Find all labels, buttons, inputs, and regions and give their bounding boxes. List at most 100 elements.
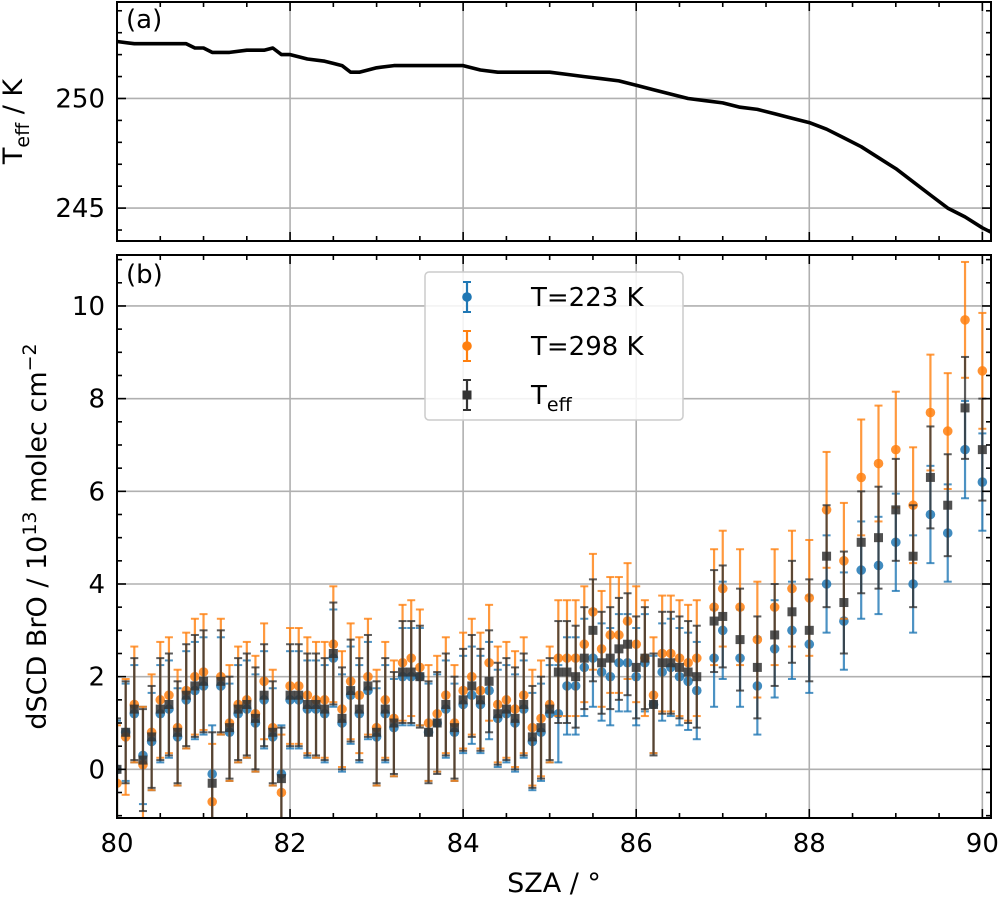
point-teff <box>631 662 641 672</box>
point-teff <box>804 625 814 635</box>
point-teff <box>908 551 918 561</box>
point-t298 <box>856 472 866 483</box>
panel-b-y-axis-label-unit-superscript: −2 <box>19 343 41 371</box>
point-teff <box>519 699 529 709</box>
y-tick-label: 245 <box>55 194 105 224</box>
point-t298 <box>873 458 884 469</box>
point-teff <box>545 704 555 714</box>
y-tick-label: 8 <box>88 385 105 415</box>
panel-a-y-axis-label: Teff / K <box>0 78 34 166</box>
point-t298 <box>925 407 936 418</box>
point-teff <box>449 723 459 733</box>
point-teff <box>129 704 139 714</box>
point-teff <box>856 537 866 547</box>
point-teff <box>709 616 719 626</box>
point-teff <box>467 681 477 691</box>
point-teff <box>458 695 468 705</box>
point-t298 <box>960 315 970 325</box>
x-axis-label: SZA / ° <box>507 868 601 899</box>
point-teff <box>649 699 659 709</box>
panel-b-label: (b) <box>126 260 163 290</box>
point-teff <box>181 690 191 700</box>
point-teff <box>199 676 209 686</box>
point-teff <box>943 500 953 510</box>
point-teff <box>380 704 390 714</box>
point-teff <box>891 505 901 515</box>
x-tick-label: 82 <box>274 829 307 859</box>
point-teff <box>276 774 286 784</box>
point-teff <box>320 704 330 714</box>
point-teff <box>623 639 633 649</box>
point-teff <box>372 727 382 737</box>
x-tick-label: 88 <box>793 829 826 859</box>
point-t298 <box>891 444 901 455</box>
panel-b-y-axis-label-superscript: 13 <box>19 511 41 535</box>
panel-b-series <box>117 260 988 818</box>
point-teff <box>190 681 200 691</box>
point-teff <box>787 607 797 617</box>
x-tick-label: 90 <box>966 829 999 859</box>
legend: T=223 K T=298 K Teff <box>424 271 684 421</box>
point-teff <box>527 732 537 742</box>
panel-a-y-axis-label-unit: / K <box>0 78 29 123</box>
y-tick-label: 4 <box>88 570 105 600</box>
point-teff <box>346 686 356 696</box>
point-teff <box>155 704 165 714</box>
panel-a-y-axis-label-subscript: eff <box>12 122 34 148</box>
panel-b-y-axis-label: dSCD BrO / 1013 molec cm−2 <box>19 343 53 729</box>
point-teff <box>268 727 278 737</box>
point-teff <box>285 690 295 700</box>
legend-marker-t298 <box>462 330 472 362</box>
point-teff <box>389 718 399 728</box>
point-teff <box>605 653 615 663</box>
point-teff <box>597 658 607 668</box>
legend-label-t223: T=223 K <box>530 283 645 313</box>
panel-b-y-axis-label-unit: molec cm <box>22 371 53 511</box>
panel-b-ticks: 0 2 4 6 8 10 80 82 84 86 88 90 <box>72 255 999 859</box>
point-teff <box>562 667 572 677</box>
y-tick-label: 6 <box>88 477 105 507</box>
series-teff <box>117 355 987 818</box>
point-teff <box>657 658 667 668</box>
panel-a-gridlines <box>116 2 991 241</box>
point-teff <box>960 403 970 413</box>
point-teff <box>311 699 321 709</box>
point-teff <box>441 699 451 709</box>
legend-label-t298: T=298 K <box>530 332 645 362</box>
point-teff <box>164 699 174 709</box>
y-tick-label: 10 <box>72 292 105 322</box>
point-teff <box>475 695 485 705</box>
point-teff <box>328 649 338 659</box>
legend-label-teff-main: T <box>530 381 547 411</box>
point-teff <box>735 635 745 645</box>
point-teff <box>121 727 131 737</box>
legend-marker-shape <box>462 341 472 351</box>
legend-box <box>424 271 684 421</box>
point-teff <box>415 672 425 682</box>
point-teff <box>614 644 624 654</box>
panel-b-y-axis-label-main: dSCD BrO / 10 <box>22 536 53 730</box>
point-teff <box>138 755 148 765</box>
x-tick-label: 84 <box>447 829 480 859</box>
point-teff <box>398 667 408 677</box>
legend-marker-shape <box>462 390 472 400</box>
point-teff <box>839 598 849 608</box>
panel-a: 245 250 (a) Teff / K <box>0 1 992 242</box>
point-teff <box>640 653 650 663</box>
x-tick-label: 86 <box>620 829 653 859</box>
panel-a-series <box>116 39 992 234</box>
panel-b: 0 2 4 6 8 10 80 82 84 86 88 90 (b) dSCD BrO / 1013 … <box>19 254 999 899</box>
y-tick-label: 250 <box>55 84 105 114</box>
point-teff <box>294 690 304 700</box>
point-teff <box>337 713 347 723</box>
point-teff <box>302 699 312 709</box>
point-teff <box>666 658 676 668</box>
point-teff <box>674 662 684 672</box>
point-teff <box>588 625 598 635</box>
point-teff <box>683 667 693 677</box>
point-teff <box>424 727 434 737</box>
point-teff <box>925 472 935 482</box>
teff-line <box>116 39 992 234</box>
point-teff <box>579 653 589 663</box>
